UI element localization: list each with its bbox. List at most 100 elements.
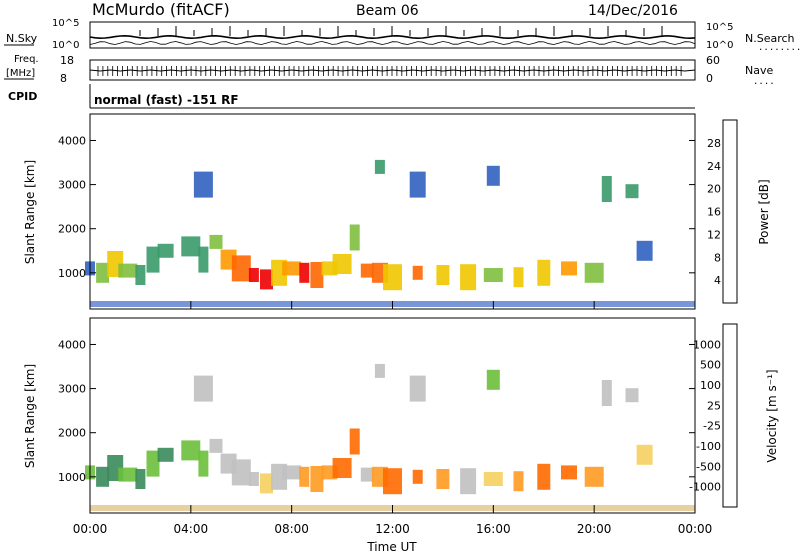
velocity-cell bbox=[332, 458, 352, 478]
power-colorbar-frame bbox=[722, 119, 738, 304]
time-tick-label: 20:00 bbox=[577, 522, 612, 536]
power-cell bbox=[360, 263, 374, 278]
velocity-cell bbox=[349, 428, 360, 455]
power-ylabel: Slant Range [km] bbox=[23, 160, 37, 264]
power-cell bbox=[135, 265, 146, 285]
power-cell bbox=[383, 264, 402, 291]
velocity-colorbar-tick: -1000 bbox=[689, 481, 721, 494]
velocity-cell bbox=[412, 469, 423, 484]
power-cell bbox=[157, 243, 174, 258]
velocity-cell bbox=[561, 465, 577, 480]
freq-panel: Freq. [MHz] 18 8 60 0 Nave .... bbox=[4, 54, 775, 87]
velocity-yticks: 1000 2000 3000 4000 bbox=[58, 338, 695, 484]
velocity-colorbar-tick: -100 bbox=[696, 440, 721, 453]
power-colorbar-tick: 4 bbox=[714, 274, 721, 287]
power-ytick-label: 3000 bbox=[58, 179, 86, 192]
velocity-cell bbox=[584, 466, 604, 487]
power-cell bbox=[412, 265, 423, 280]
power-cell bbox=[601, 176, 612, 202]
velocity-ytick-label: 2000 bbox=[58, 427, 86, 440]
power-cell bbox=[248, 268, 259, 282]
velocity-panel: 1000 2000 3000 4000 Slant Range [km] 1000 50… bbox=[23, 301, 779, 554]
velocity-cell bbox=[231, 459, 251, 486]
noise-tick-right-top: 10^5 bbox=[706, 22, 733, 33]
velocity-cell bbox=[260, 473, 273, 494]
noise-panel: N.Sky N.Search ........ 10^5 10^0 10^5 1… bbox=[4, 18, 800, 53]
velocity-cell bbox=[409, 375, 426, 402]
cpid-value: normal (fast) -151 RF bbox=[94, 93, 239, 107]
velocity-colorbar-tick: 25 bbox=[707, 399, 721, 412]
cpid-label: CPID bbox=[8, 90, 37, 103]
noise-tick-right-bottom: 10^0 bbox=[706, 40, 733, 51]
power-colorbar-tick: 8 bbox=[714, 251, 721, 264]
velocity-colorbar-tick: -500 bbox=[696, 460, 721, 473]
velocity-cell bbox=[374, 363, 385, 378]
velocity-cell bbox=[299, 466, 310, 487]
velocity-data bbox=[85, 363, 695, 511]
velocity-cell bbox=[198, 450, 209, 477]
velocity-cell bbox=[209, 438, 223, 453]
power-cell bbox=[409, 171, 426, 198]
velocity-cell bbox=[135, 469, 146, 489]
power-cell bbox=[436, 265, 450, 285]
power-cell bbox=[537, 259, 551, 286]
velocity-ytick-label: 3000 bbox=[58, 383, 86, 396]
freq-tick-bottom: 8 bbox=[60, 72, 67, 85]
power-cell bbox=[198, 246, 209, 273]
power-ytick-label: 1000 bbox=[58, 267, 86, 280]
power-colorbar-label: Power [dB] bbox=[757, 179, 771, 244]
nave-dots: .... bbox=[753, 77, 775, 87]
power-colorbar-tick: 20 bbox=[707, 183, 721, 196]
time-tick-label: 00:00 bbox=[678, 522, 713, 536]
velocity-colorbar-tick: -25 bbox=[703, 420, 721, 433]
power-cell bbox=[231, 255, 251, 282]
power-ytick-label: 2000 bbox=[58, 223, 86, 236]
velocity-cell bbox=[118, 467, 138, 482]
velocity-cell bbox=[146, 450, 160, 477]
freq-unit-label: [MHz] bbox=[6, 68, 35, 79]
velocity-cell bbox=[625, 388, 639, 403]
velocity-ytick-label: 4000 bbox=[58, 338, 86, 351]
velocity-colorbar-tick: 100 bbox=[700, 379, 721, 392]
velocity-cell bbox=[383, 468, 402, 495]
nave-tick-bottom: 0 bbox=[706, 72, 713, 85]
power-colorbar-tick: 24 bbox=[707, 160, 721, 173]
power-cell bbox=[460, 264, 477, 291]
velocity-cell bbox=[282, 465, 302, 480]
power-cell bbox=[193, 171, 213, 198]
velocity-ylabel: Slant Range [km] bbox=[23, 364, 37, 468]
velocity-ytick-label: 1000 bbox=[58, 471, 86, 484]
power-colorbar: 28 24 20 16 12 8 4 bbox=[707, 119, 738, 304]
velocity-cell bbox=[310, 466, 324, 492]
nsearch-trace bbox=[89, 41, 696, 45]
velocity-colorbar-tick: 1000 bbox=[693, 338, 721, 351]
freq-tick-top: 18 bbox=[60, 54, 74, 67]
time-tick-label: 08:00 bbox=[274, 522, 309, 536]
power-cell bbox=[299, 262, 310, 283]
velocity-cell bbox=[486, 369, 500, 390]
nsky-label: N.Sky bbox=[6, 32, 38, 45]
freq-marks bbox=[89, 66, 696, 76]
velocity-cell bbox=[157, 447, 174, 462]
velocity-cell bbox=[636, 444, 653, 465]
beam-label: Beam 06 bbox=[356, 3, 419, 19]
noise-tick-left-bottom: 10^0 bbox=[52, 40, 79, 51]
velocity-cell bbox=[96, 466, 110, 487]
nsearch-label: N.Search bbox=[745, 32, 795, 45]
velocity-cell bbox=[601, 380, 612, 406]
power-cell bbox=[636, 240, 653, 261]
nsky-trace bbox=[89, 34, 696, 40]
velocity-cell bbox=[436, 469, 450, 489]
time-axis-label: Time UT bbox=[366, 540, 417, 554]
velocity-cell bbox=[537, 463, 551, 490]
power-cell bbox=[349, 224, 360, 251]
power-panel: 1000 2000 3000 4000 Slant Range [km] 28 24 20… bbox=[23, 113, 771, 310]
velocity-cell bbox=[483, 472, 503, 486]
power-cell bbox=[483, 268, 503, 282]
power-cell bbox=[625, 184, 639, 199]
time-tick-label: 04:00 bbox=[174, 522, 209, 536]
time-tick-label: 16:00 bbox=[476, 522, 511, 536]
power-cell bbox=[118, 263, 138, 278]
power-cell bbox=[181, 236, 201, 257]
